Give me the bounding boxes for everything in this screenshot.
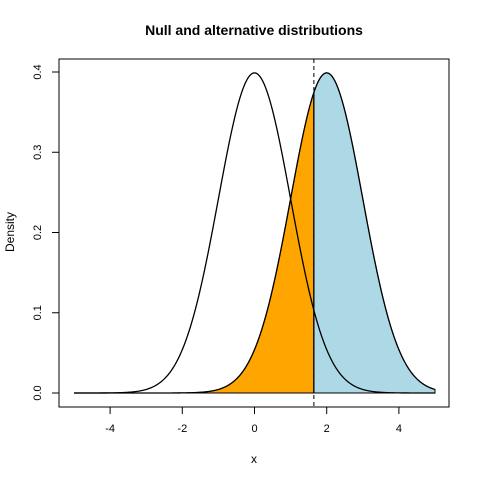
x-tick-label: 4 <box>396 423 402 435</box>
y-axis: 0.0 0.1 0.2 0.3 0.4 <box>32 64 60 401</box>
shaded-regions <box>74 72 436 394</box>
y-tick-label: 0.1 <box>32 305 44 320</box>
x-axis-label: x <box>251 452 257 466</box>
y-tick-label: 0.2 <box>32 225 44 240</box>
chart-title: Null and alternative distributions <box>145 22 363 38</box>
y-tick-label: 0.3 <box>32 145 44 160</box>
density-curve-0 <box>74 72 435 394</box>
density-curve-1 <box>74 72 436 394</box>
shaded-region-0 <box>74 92 315 394</box>
x-tick-label: -4 <box>105 423 115 435</box>
x-tick-label: 2 <box>324 423 330 435</box>
shaded-region-1 <box>313 72 436 394</box>
x-axis: -4 -2 0 2 4 <box>105 406 402 435</box>
y-tick-label: 0.4 <box>32 64 44 79</box>
x-tick-label: -2 <box>177 423 187 435</box>
y-axis-label: Density <box>3 212 17 252</box>
x-tick-label: 0 <box>251 423 257 435</box>
density-curves <box>74 72 436 394</box>
y-tick-label: 0.0 <box>32 385 44 400</box>
